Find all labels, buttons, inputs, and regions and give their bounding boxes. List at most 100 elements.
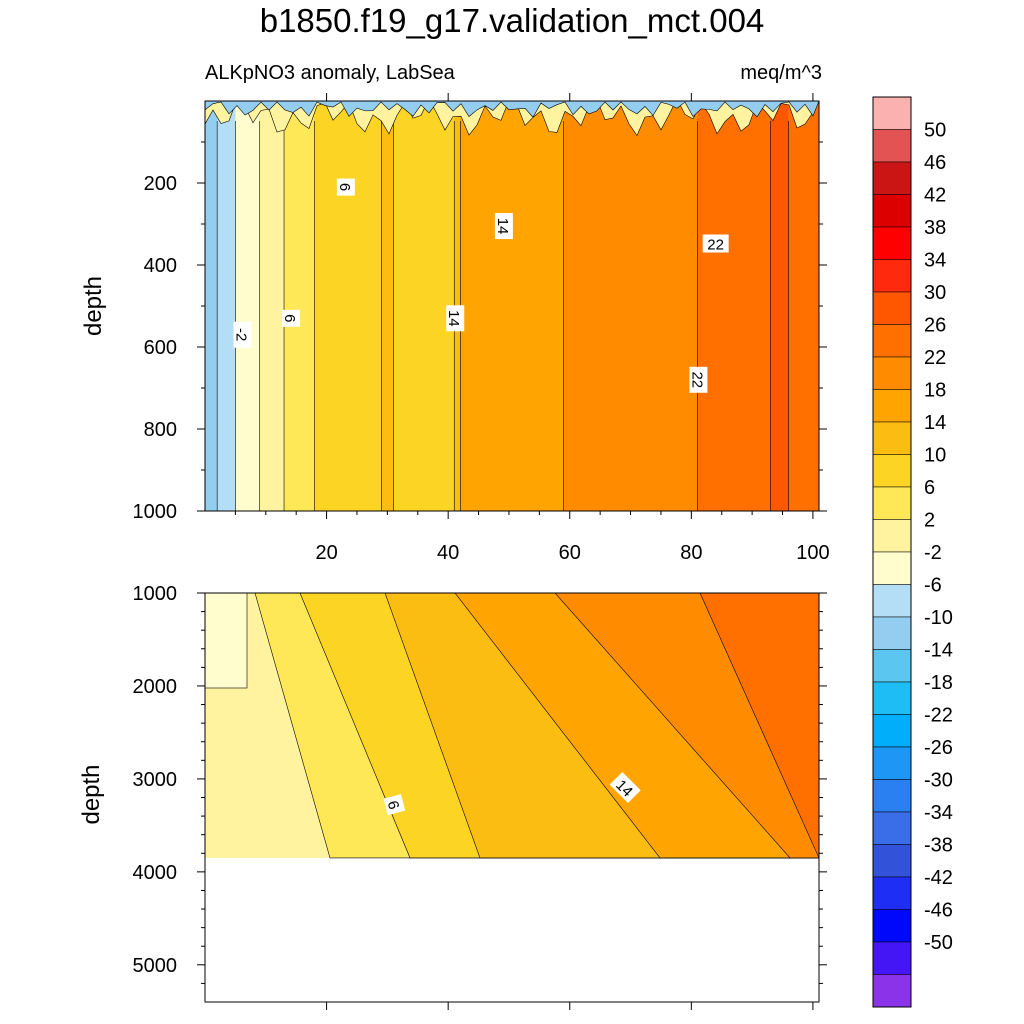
colorbar-swatch xyxy=(872,584,912,618)
contour-label-bg xyxy=(609,771,641,804)
y-tick-label: 200 xyxy=(144,173,177,195)
contour-label-text: 14 xyxy=(494,218,511,235)
colorbar-label: 6 xyxy=(924,477,935,499)
colorbar-label: 14 xyxy=(924,412,946,434)
contour-label: 6 xyxy=(281,309,301,327)
colorbar-swatch xyxy=(872,259,912,293)
colorbar-swatch xyxy=(872,291,912,325)
colorbar-label: 42 xyxy=(924,185,946,207)
upper-band xyxy=(788,101,819,511)
contour-label: 14 xyxy=(445,305,465,332)
colorbar-swatch xyxy=(872,519,912,553)
colorbar-swatch xyxy=(872,616,912,650)
colorbar-swatch xyxy=(872,909,912,943)
y-tick-label: 600 xyxy=(144,337,177,359)
surface-layer xyxy=(205,101,819,118)
colorbar-swatch xyxy=(872,324,912,358)
contour-label: 6 xyxy=(383,794,406,816)
contour-label-bg xyxy=(702,234,729,253)
contour-label-text: 22 xyxy=(688,371,705,388)
colorbar-label: -30 xyxy=(924,770,953,792)
contour-label-bg xyxy=(383,794,406,816)
y-tick-label: 400 xyxy=(144,255,177,277)
contour-label-bg xyxy=(446,305,465,332)
upper-band xyxy=(205,101,218,511)
x-tick-label: 60 xyxy=(559,542,581,564)
colorbar-frame xyxy=(872,96,912,1008)
colorbar-label: -34 xyxy=(924,802,953,824)
colorbar-label: 26 xyxy=(924,315,946,337)
upper-band xyxy=(393,101,455,511)
contour-label-text: 6 xyxy=(336,183,353,191)
colorbar-label: -6 xyxy=(924,575,942,597)
colorbar-swatch xyxy=(872,194,912,228)
colorbar-swatch xyxy=(872,974,912,1008)
colorbar-label: 2 xyxy=(924,510,935,532)
axes: 200 400 600 800 1000 20 40 60 80 100 1000 2000 3000 4… xyxy=(78,93,830,1010)
contour-label-bg xyxy=(233,321,252,348)
contour-label: 22 xyxy=(702,234,729,254)
colorbar-label: -2 xyxy=(924,542,942,564)
colorbar-label: 34 xyxy=(924,250,946,272)
upper-band xyxy=(314,101,382,511)
contour-label: 14 xyxy=(609,771,641,804)
colorbar-label: -10 xyxy=(924,607,953,629)
y-tick-label: 1000 xyxy=(133,501,178,523)
colorbar-swatch xyxy=(872,389,912,423)
contour-label-bg xyxy=(494,213,513,240)
upper-y-axis-label: depth xyxy=(80,276,107,336)
contour-label-text: -2 xyxy=(232,328,249,341)
y-tick-label: 3000 xyxy=(133,769,178,791)
contour-label: 6 xyxy=(336,178,355,196)
upper-band xyxy=(381,101,394,511)
upper-band xyxy=(217,101,236,511)
colorbar-label: -18 xyxy=(924,672,953,694)
chart-units: meq/m^3 xyxy=(740,62,822,84)
colorbar-swatch xyxy=(872,356,912,390)
y-tick-label: 1000 xyxy=(133,583,178,605)
contour-label-text: 14 xyxy=(445,310,462,327)
colorbar-swatch xyxy=(872,161,912,195)
colorbar-label: 30 xyxy=(924,282,946,304)
colorbar-swatch xyxy=(872,811,912,845)
colorbar-label: 18 xyxy=(924,380,946,402)
colorbar-label: -46 xyxy=(924,900,953,922)
contour-label: 14 xyxy=(494,213,513,240)
colorbar-swatch xyxy=(872,876,912,910)
colorbar-label: 50 xyxy=(924,120,946,142)
upper-band xyxy=(460,101,564,511)
lower-y-axis-label: depth xyxy=(78,764,105,824)
colorbar-swatch xyxy=(872,421,912,455)
upper-band xyxy=(697,101,771,511)
colorbar-swatch xyxy=(872,129,912,163)
colorbar-swatch xyxy=(872,681,912,715)
colorbar-swatch xyxy=(872,454,912,488)
y-tick-label: 4000 xyxy=(133,862,178,884)
lower-panel-fill xyxy=(205,593,819,859)
colorbar-swatch xyxy=(872,486,912,520)
x-tick-label: 80 xyxy=(680,542,702,564)
colorbar-label: -42 xyxy=(924,867,953,889)
colorbar-swatch xyxy=(872,714,912,748)
y-tick-label: 800 xyxy=(144,419,177,441)
colorbar-label: 46 xyxy=(924,152,946,174)
colorbar: 50 46 42 38 34 30 26 22 18 14 10 6 2 -2 -6 -10 -14 -18 -22… xyxy=(872,96,953,1008)
colorbar-label: -38 xyxy=(924,835,953,857)
chart-subtitle: ALKpNO3 anomaly, LabSea xyxy=(205,62,455,84)
y-tick-label: 5000 xyxy=(133,955,178,977)
x-tick-label: 100 xyxy=(796,542,829,564)
upper-panel-fill xyxy=(205,101,819,511)
upper-band xyxy=(770,101,789,511)
contour-label-text: 22 xyxy=(707,237,724,254)
colorbar-swatch xyxy=(872,844,912,878)
upper-band xyxy=(235,101,260,511)
colorbar-swatch xyxy=(872,941,912,975)
colorbar-swatch xyxy=(872,96,912,130)
colorbar-label: -14 xyxy=(924,640,953,662)
x-tick-label: 40 xyxy=(437,542,459,564)
contour-label: -2 xyxy=(232,321,252,348)
colorbar-label: 38 xyxy=(924,217,946,239)
upper-band xyxy=(259,101,285,511)
colorbar-label: -22 xyxy=(924,705,953,727)
